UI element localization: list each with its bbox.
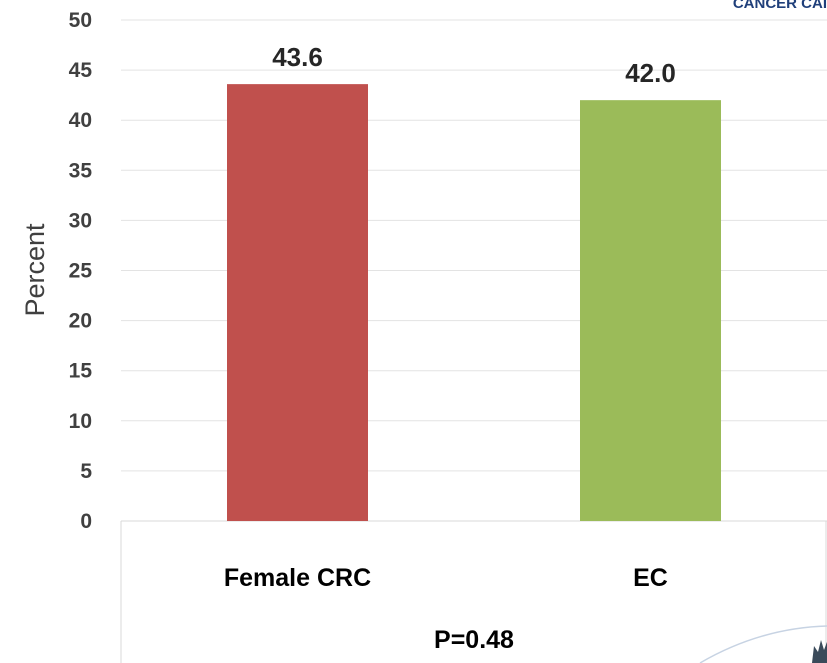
logo-text: CANCER CAI bbox=[733, 0, 827, 12]
y-tick-label: 5 bbox=[80, 460, 92, 483]
p-value-annotation: P=0.48 bbox=[434, 626, 514, 654]
x-category-label: Female CRC bbox=[224, 564, 371, 592]
gridlines bbox=[121, 19, 827, 522]
bars bbox=[227, 84, 721, 522]
y-axis-ticks: 0 5 10 15 20 25 30 35 40 45 50 bbox=[69, 9, 93, 533]
category-labels: Female CRC EC bbox=[224, 564, 668, 592]
y-axis-label: Percent bbox=[20, 223, 50, 317]
y-tick-label: 50 bbox=[69, 9, 92, 32]
y-tick-label: 30 bbox=[69, 209, 92, 232]
y-tick-label: 10 bbox=[69, 410, 92, 433]
y-tick-label: 0 bbox=[80, 510, 92, 533]
y-tick-label: 40 bbox=[69, 109, 92, 132]
y-tick-label: 15 bbox=[69, 360, 93, 383]
bar-female-crc bbox=[227, 84, 368, 522]
corner-emblem bbox=[699, 625, 827, 663]
y-tick-label: 25 bbox=[69, 260, 93, 283]
data-label: 43.6 bbox=[272, 42, 323, 72]
y-tick-label: 20 bbox=[69, 310, 92, 333]
y-tick-label: 35 bbox=[69, 159, 93, 182]
data-labels: 43.6 42.0 bbox=[272, 42, 676, 88]
data-label: 42.0 bbox=[625, 58, 676, 88]
bar-ec bbox=[580, 100, 721, 521]
y-tick-label: 45 bbox=[69, 59, 93, 82]
x-category-label: EC bbox=[633, 564, 668, 592]
